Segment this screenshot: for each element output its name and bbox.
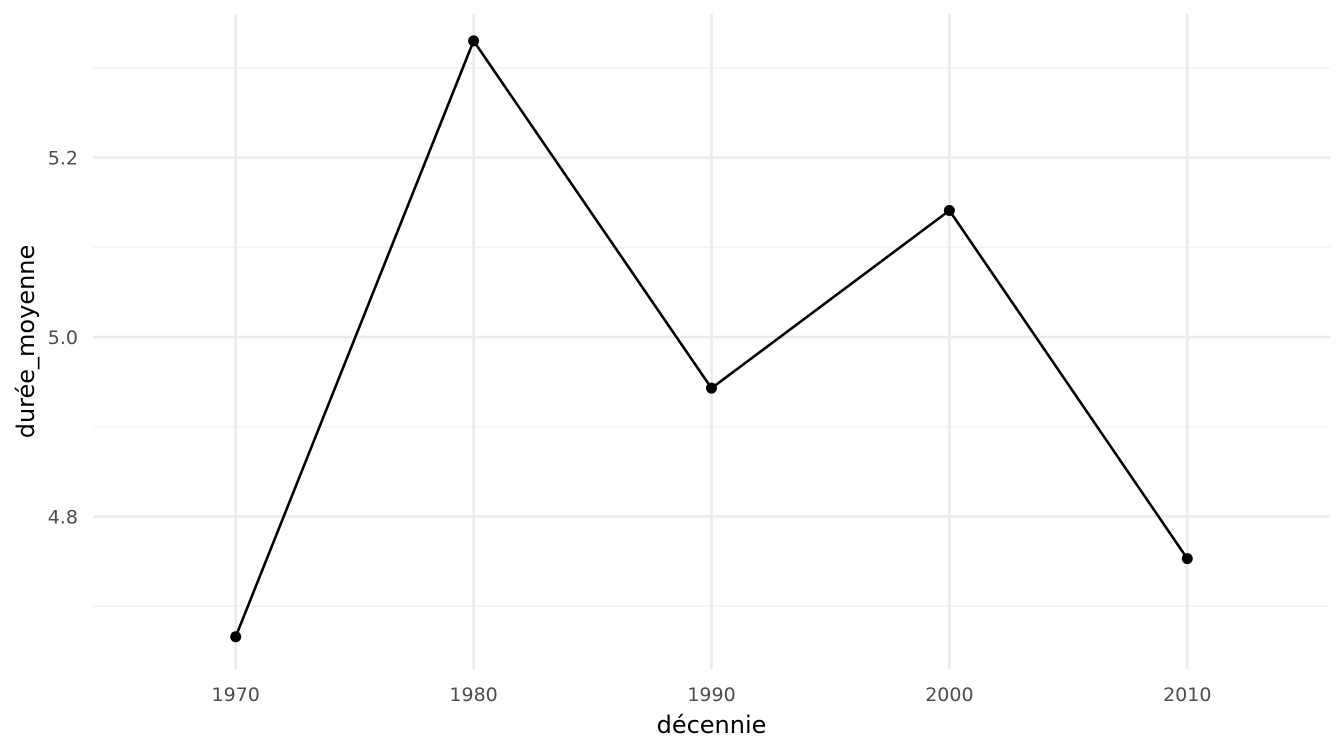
y-tick-label: 4.8 [48, 506, 78, 528]
tick-labels: 1970 1980 1990 2000 2010 4.8 5.0 5.2 [48, 148, 1212, 706]
x-axis-title: décennie [657, 711, 767, 739]
data-point [943, 205, 955, 216]
y-tick-label: 5.0 [48, 327, 78, 349]
data-point [468, 35, 480, 47]
x-tick-label: 1990 [687, 684, 735, 706]
x-tick-label: 2010 [1163, 684, 1211, 706]
x-tick-label: 1980 [449, 684, 497, 706]
x-tick-label: 2000 [925, 684, 973, 706]
data-point [1181, 553, 1193, 565]
data-point [230, 631, 242, 643]
x-tick-label: 1970 [212, 684, 260, 706]
y-tick-label: 5.2 [48, 148, 78, 170]
series-group [230, 35, 1193, 643]
grid-lines [93, 14, 1330, 669]
data-point [706, 382, 717, 394]
y-axis-title: durée_moyenne [12, 245, 40, 439]
